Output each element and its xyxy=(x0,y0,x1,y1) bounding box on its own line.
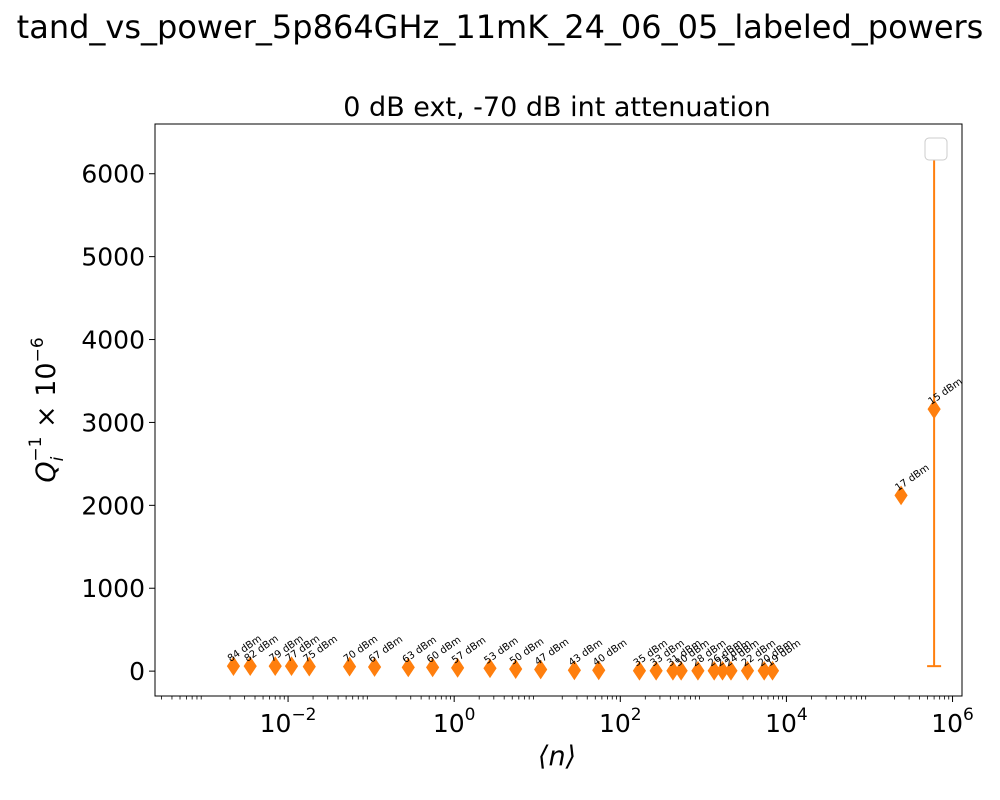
x-tick-label: 104 xyxy=(765,705,808,738)
data-point xyxy=(674,660,688,681)
y-tick-label: 0 xyxy=(129,657,145,686)
data-point xyxy=(765,660,780,681)
chart-title: 0 dB ext, -70 dB int attenuation xyxy=(343,92,770,123)
data-point xyxy=(401,657,415,678)
x-tick-label: 106 xyxy=(931,705,974,738)
data-point xyxy=(302,656,316,677)
data-point xyxy=(691,660,705,681)
data-point xyxy=(342,656,357,677)
x-axis-ticks: 10−2 100 102 104 106 xyxy=(161,696,974,738)
data-point xyxy=(567,660,581,681)
data-point xyxy=(268,656,282,677)
data-point xyxy=(592,660,606,681)
data-point xyxy=(927,399,941,420)
x-tick-label: 10−2 xyxy=(260,705,317,738)
x-tick-label: 102 xyxy=(599,705,642,738)
data-point xyxy=(367,657,382,677)
data-point xyxy=(226,656,241,677)
data-point xyxy=(632,660,647,681)
data-point xyxy=(509,659,523,679)
y-tick-label: 2000 xyxy=(81,491,145,520)
y-axis-ticks: 0 1000 2000 3000 4000 5000 6000 xyxy=(81,160,155,686)
data-point xyxy=(426,657,440,678)
data-point xyxy=(724,660,738,681)
figure-title: tand_vs_power_5p864GHz_11mK_24_06_05_lab… xyxy=(16,8,984,46)
y-tick-label: 5000 xyxy=(81,243,145,272)
data-point xyxy=(534,659,548,680)
data-point xyxy=(451,657,465,678)
data-point xyxy=(243,656,257,677)
x-tick-label: 100 xyxy=(433,705,476,738)
data-point xyxy=(483,658,497,679)
data-point xyxy=(740,660,755,681)
plot-frame xyxy=(154,123,963,697)
y-tick-label: 4000 xyxy=(81,326,145,355)
data-point xyxy=(894,485,908,506)
plot-area xyxy=(155,124,962,696)
x-axis-label: ⟨n⟩ xyxy=(538,741,576,772)
y-axis-label: Qi−1 × 10−6 xyxy=(26,337,68,482)
y-tick-label: 6000 xyxy=(81,160,145,189)
y-tick-label: 3000 xyxy=(81,408,145,437)
data-point xyxy=(649,660,663,681)
y-tick-label: 1000 xyxy=(81,574,145,603)
data-point xyxy=(284,656,299,677)
legend-box xyxy=(924,137,948,161)
data-markers xyxy=(226,399,941,681)
